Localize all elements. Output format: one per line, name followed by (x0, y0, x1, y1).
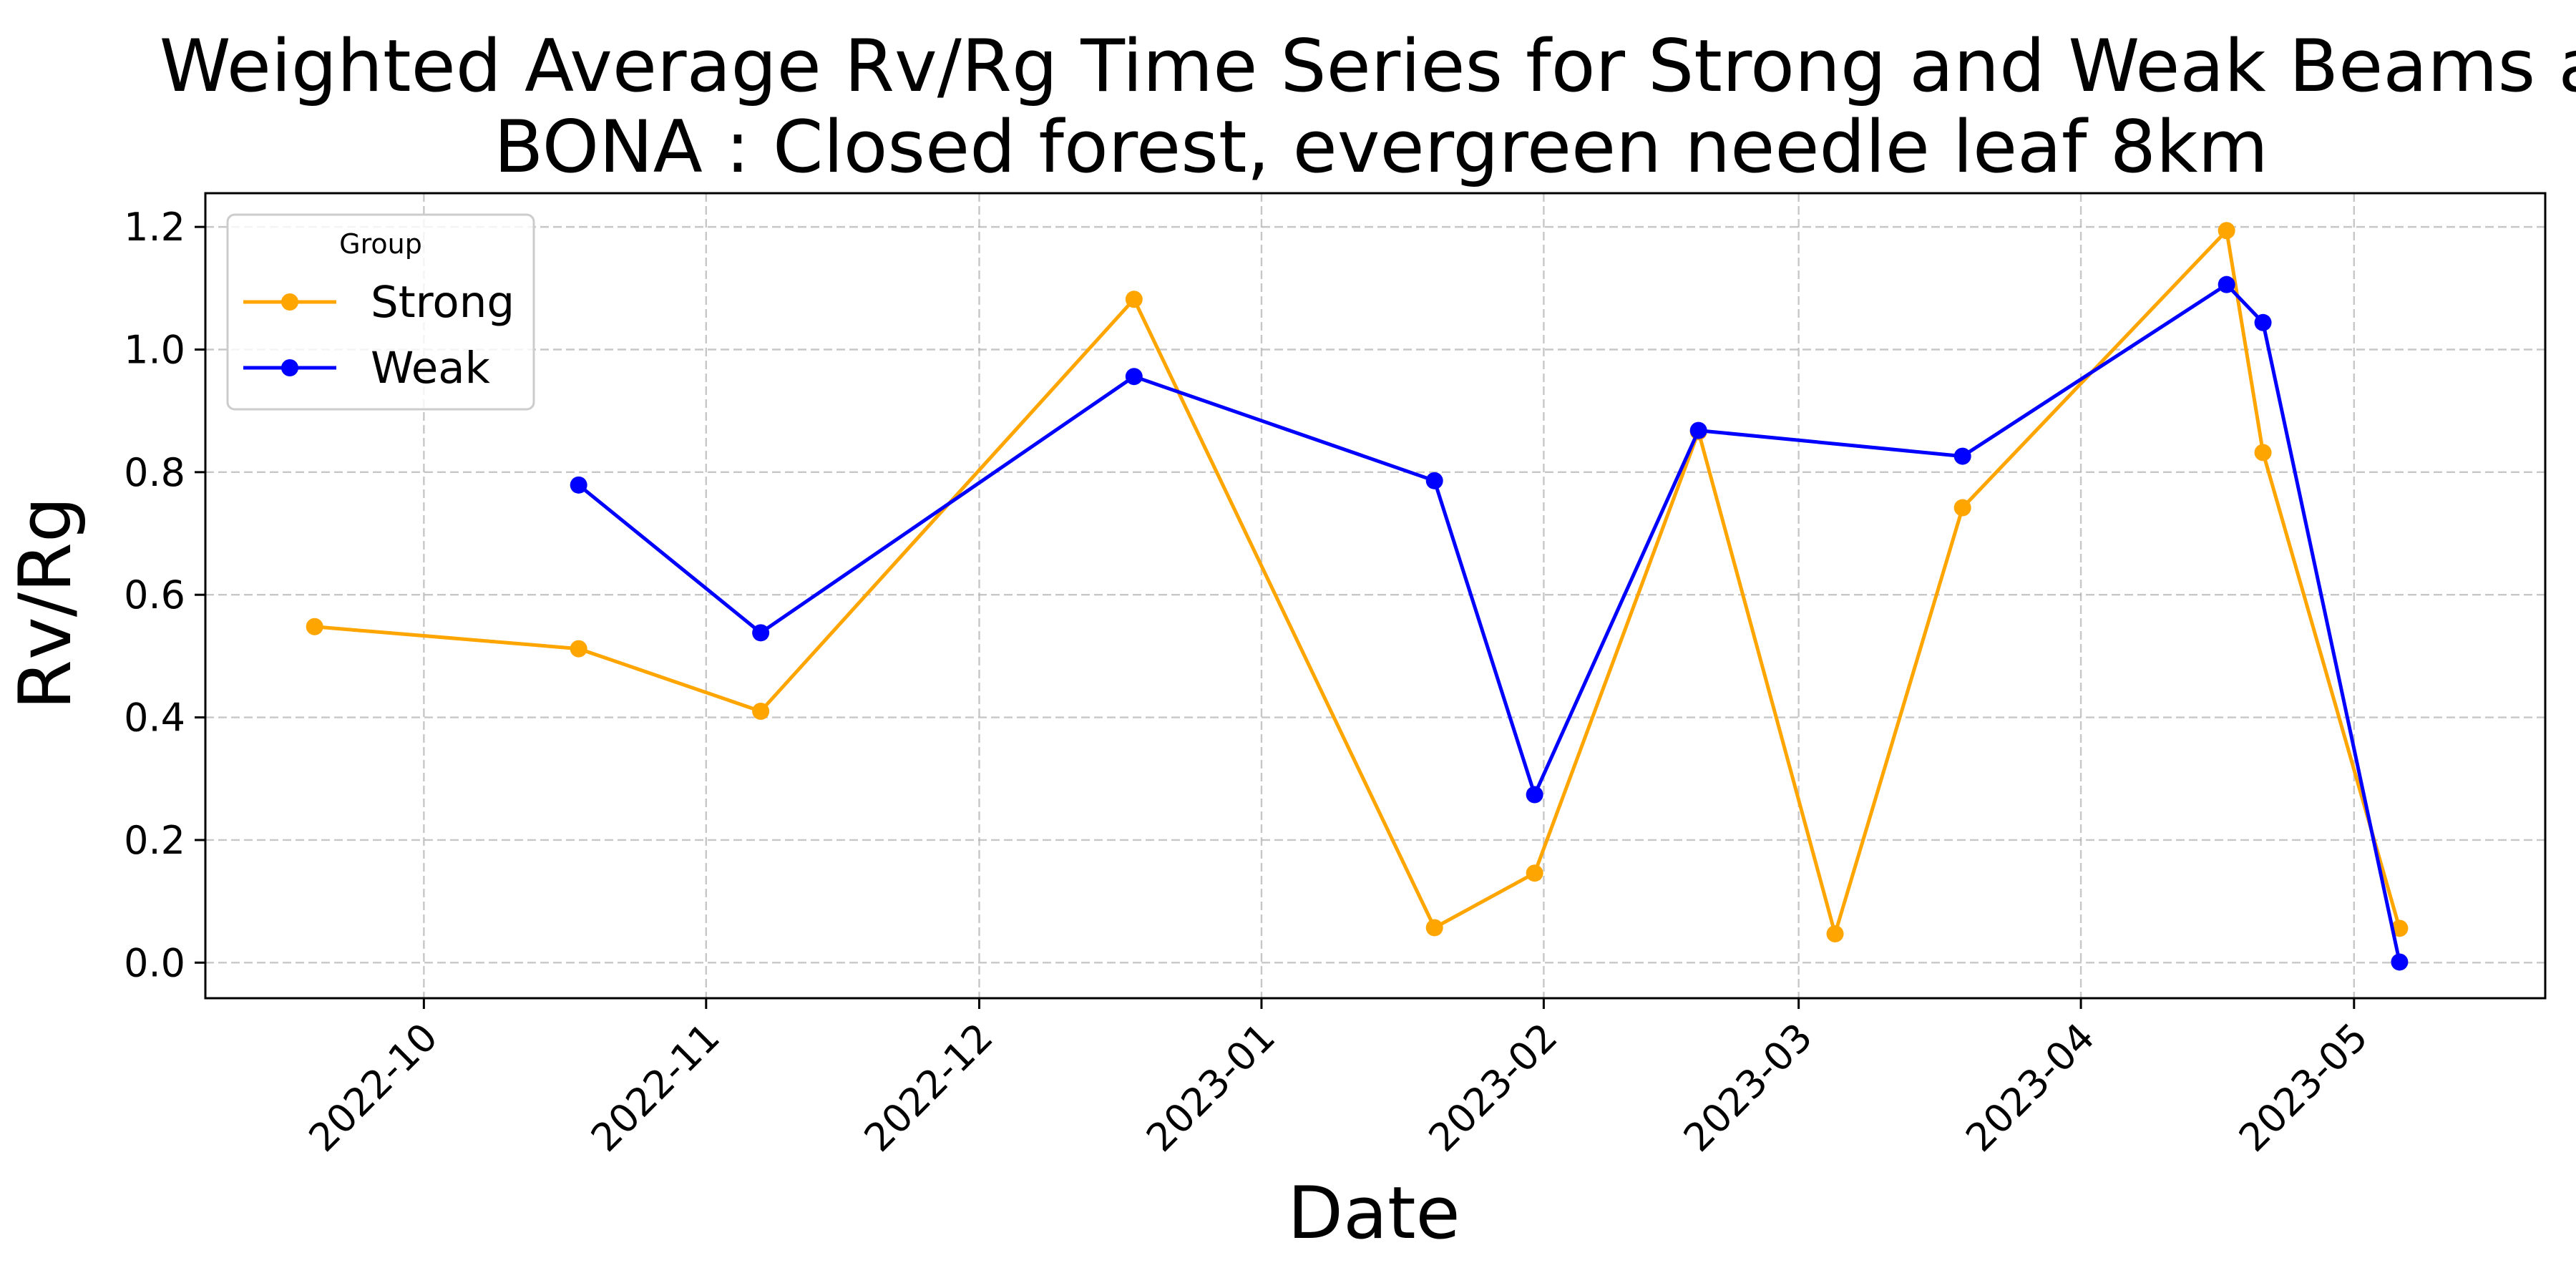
data-point-weak (2391, 953, 2409, 971)
chart-title-line-1: Weighted Average Rv/Rg Time Series for S… (160, 24, 2576, 108)
data-point-strong (1826, 925, 1844, 943)
legend-entry-weak: Weak (243, 343, 491, 394)
data-point-strong (1425, 919, 1443, 937)
y-axis-label: Rv/Rg (3, 497, 87, 710)
data-point-weak (1526, 786, 1543, 804)
data-point-weak (570, 476, 587, 494)
data-point-strong (1526, 864, 1543, 882)
data-point-weak (1425, 472, 1443, 489)
data-point-strong (2254, 444, 2272, 462)
x-tick-label: 2023-02 (1420, 1015, 1566, 1161)
data-point-strong (1125, 291, 1143, 308)
data-point-weak (2218, 275, 2235, 293)
y-tick-label: 0.2 (124, 818, 185, 863)
y-tick-label: 1.0 (124, 327, 185, 372)
x-tick-label: 2022-11 (582, 1015, 728, 1161)
legend-title: Group (339, 228, 422, 260)
legend-label-strong: Strong (371, 277, 514, 328)
y-tick-label: 0.8 (124, 450, 185, 495)
series-line-weak (577, 283, 2401, 964)
legend-entries: Strong Weak (243, 277, 514, 394)
legend-marker-strong (281, 293, 298, 311)
x-axis-ticks: 2022-10 2022-11 2022-12 2023-01 2023-02 2023-… (300, 998, 2376, 1161)
data-point-strong (752, 703, 770, 721)
x-axis-label: Date (1287, 1171, 1460, 1255)
legend-frame (226, 213, 535, 411)
y-tick-label: 1.2 (124, 205, 185, 250)
legend: Group Strong Weak (226, 213, 535, 411)
x-tick-label: 2022-12 (856, 1015, 1002, 1161)
data-point-strong (1953, 499, 1971, 517)
y-axis-ticks: 0.0 0.2 0.4 0.6 0.8 1.0 1.2 (124, 205, 205, 985)
y-tick-label: 0.0 (124, 940, 185, 985)
series-strong (306, 222, 2409, 943)
y-tick-label: 0.6 (124, 572, 185, 618)
legend-label-weak: Weak (371, 343, 491, 394)
grid-lines (205, 193, 2545, 998)
x-tick-label: 2023-04 (1957, 1015, 2103, 1161)
chart-title-line-2: BONA : Closed forest, evergreen needle l… (494, 104, 2268, 189)
data-point-weak (1689, 421, 1707, 439)
x-tick-label: 2023-03 (1675, 1015, 1821, 1161)
y-tick-label: 0.4 (124, 696, 185, 741)
data-point-weak (752, 624, 770, 642)
data-point-weak (1953, 447, 1971, 465)
series-layer (306, 222, 2409, 971)
data-point-strong (570, 640, 587, 658)
data-point-strong (2218, 222, 2235, 240)
chart-title: Weighted Average Rv/Rg Time Series for S… (160, 24, 2576, 189)
x-tick-label: 2022-10 (300, 1015, 446, 1161)
data-point-weak (1125, 368, 1143, 386)
x-tick-label: 2023-05 (2230, 1015, 2376, 1161)
data-point-weak (2254, 313, 2272, 331)
x-tick-label: 2023-01 (1138, 1015, 1284, 1161)
series-line-strong (313, 228, 2401, 936)
legend-marker-weak (281, 359, 298, 376)
data-point-strong (2391, 919, 2409, 937)
series-weak (570, 275, 2409, 971)
plot-area-frame (204, 192, 2547, 1000)
legend-entry-strong: Strong (243, 277, 514, 328)
data-point-strong (306, 618, 323, 635)
